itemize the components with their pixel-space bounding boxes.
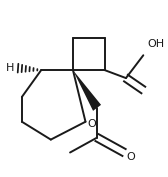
- Polygon shape: [73, 70, 101, 111]
- Text: H: H: [6, 63, 14, 73]
- Text: OH: OH: [147, 39, 164, 49]
- Text: O: O: [126, 152, 135, 162]
- Text: O: O: [88, 119, 97, 129]
